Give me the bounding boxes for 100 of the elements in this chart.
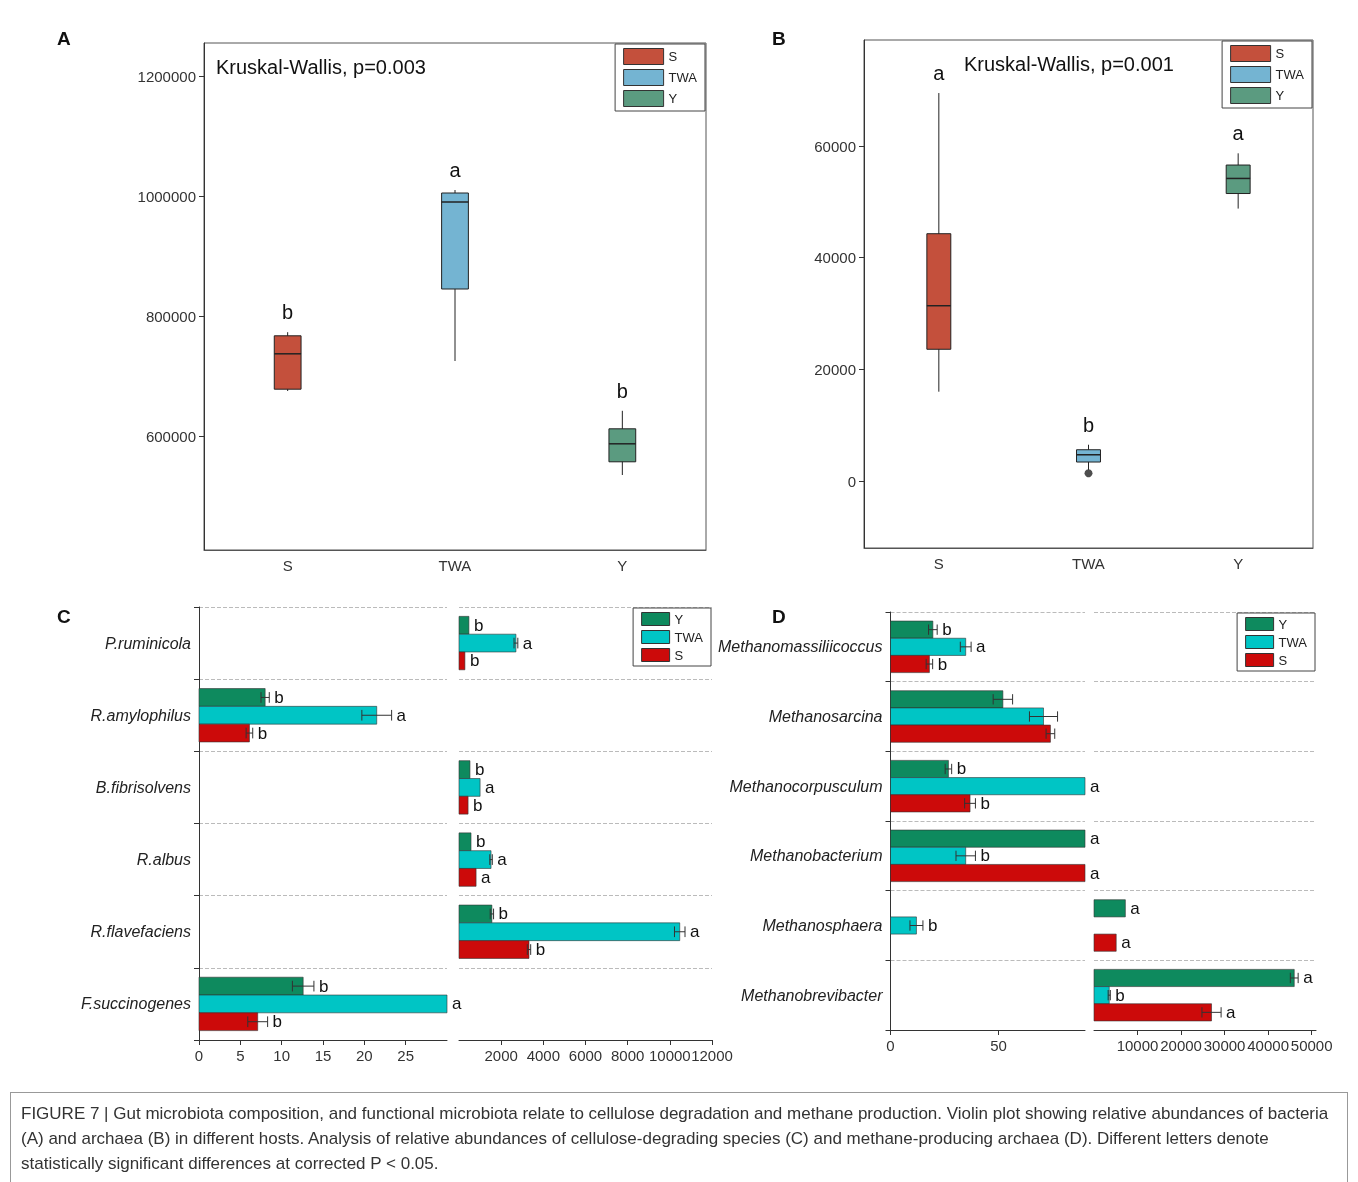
x-tick-label: 50000 (1290, 1037, 1333, 1054)
data-label: a (1090, 863, 1100, 883)
data-label: b (476, 832, 486, 852)
data-label: b (1115, 985, 1125, 1005)
annotation: a (933, 62, 946, 85)
data-label: a (1090, 829, 1100, 849)
x-tick-label: S (282, 557, 293, 574)
y-tick-label: Methanobrevibacter (741, 986, 884, 1004)
legend-label: TWA (1278, 634, 1308, 650)
legend-label: TWA (674, 629, 704, 645)
bar (1093, 899, 1126, 918)
y-tick-label: 1200000 (137, 67, 196, 85)
x-tick-label: Y (1233, 555, 1244, 572)
y-tick-label: B.fibrisolvens (95, 778, 191, 796)
data-label: b (257, 723, 268, 743)
x-tick-label: Y (617, 557, 628, 574)
data-label: b (272, 1012, 283, 1032)
x-tick-label: 6000 (568, 1047, 603, 1064)
annotation: a (1232, 122, 1245, 145)
legend-label: Y (668, 91, 678, 106)
y-tick-label: Methanosarcina (768, 708, 883, 725)
x-tick-label: 4000 (526, 1047, 561, 1064)
y-tick-label: Methanobacterium (749, 847, 883, 865)
y-tick-label: P.ruminicola (105, 634, 192, 652)
bar (1093, 933, 1117, 952)
x-tick-label: 15 (314, 1047, 332, 1064)
x-tick-label: 20 (355, 1047, 373, 1064)
legend-label: Y (674, 611, 684, 627)
data-label: a (1226, 1002, 1237, 1022)
x-tick-label: 40000 (1247, 1037, 1289, 1054)
data-label: a (396, 705, 407, 725)
legend-label: S (668, 49, 678, 64)
legend-label: S (1275, 46, 1285, 61)
legend-label: Y (1275, 88, 1285, 103)
data-label: b (498, 904, 509, 924)
y-tick-label: 0 (847, 472, 856, 490)
annotation: a (449, 159, 462, 181)
chart-title: D (772, 606, 786, 627)
data-label: b (469, 651, 480, 671)
x-tick-label: 10 (273, 1047, 291, 1064)
y-tick-label: 60000 (814, 137, 856, 155)
chart-title: A (57, 28, 71, 49)
y-tick-label: 40000 (814, 249, 856, 267)
y-tick-label: Methanomassiliicoccus (717, 638, 883, 656)
y-tick-label: Methanosphaera (762, 917, 883, 934)
data-label: b (473, 615, 484, 635)
annotation: b (1082, 413, 1095, 436)
y-tick-label: R.flavefaciens (90, 923, 191, 941)
data-label: b (318, 976, 329, 996)
data-label: a (485, 777, 496, 797)
y-tick-label: 800000 (145, 307, 196, 325)
x-tick-label: S (933, 555, 944, 572)
annotation: b (282, 301, 294, 324)
x-tick-label: 0 (886, 1037, 895, 1054)
y-tick-label: 1000000 (137, 187, 196, 205)
data-label: a (1130, 898, 1141, 918)
legend-label: Y (1278, 616, 1288, 632)
y-tick-label: F.succinogenes (81, 995, 191, 1013)
annotation: Kruskal-Wallis, p=0.001 (964, 53, 1174, 75)
x-tick-label: 12000 (691, 1047, 733, 1064)
data-label: b (274, 687, 284, 707)
annotation: Kruskal-Wallis, p=0.003 (216, 56, 426, 78)
data-label: a (1303, 968, 1314, 988)
y-tick-label: R.amylophilus (90, 706, 191, 724)
data-label: b (956, 759, 967, 779)
data-label: a (976, 637, 987, 657)
data-label: a (690, 922, 701, 942)
x-tick-label: 25 (397, 1047, 415, 1064)
legend-label: S (1278, 652, 1288, 668)
data-label: b (942, 620, 952, 640)
data-label: a (497, 850, 508, 870)
data-label: b (937, 654, 948, 674)
x-tick-label: 20000 (1160, 1037, 1202, 1054)
chart-title: C (57, 606, 71, 627)
x-tick-label: 50 (990, 1037, 1007, 1054)
data-label: a (522, 633, 533, 653)
data-label: a (1121, 933, 1132, 953)
data-label: b (980, 846, 990, 866)
caption: FIGURE 7 | Gut microbiota composition, and functional microbiota relate to cellulose degradation and methane production. Violin plot showing relative abundances of bacteria (A) and archaea (B) in different hosts. Analysis of relative abundances of cellulose-degrading species (C) and methane-producing archaea (D). Different letters denote statistically significant differences at corrected P < 0.05. (21, 1103, 1330, 1175)
x-tick-label: 10000 (1116, 1037, 1159, 1054)
data-label: a (452, 994, 462, 1014)
data-label: b (474, 760, 485, 780)
y-tick-label: Methanocorpusculum (729, 777, 883, 795)
y-tick-label: R.albus (136, 851, 191, 869)
annotation: b (616, 379, 628, 402)
x-tick-label: TWA (1072, 555, 1105, 572)
data-label: b (473, 795, 483, 815)
data-label: b (980, 793, 990, 813)
x-tick-label: 30000 (1203, 1037, 1246, 1054)
legend-label: TWA (668, 70, 698, 85)
x-tick-label: 10000 (648, 1047, 691, 1064)
y-tick-label: 600000 (145, 427, 196, 445)
x-tick-label: 5 (236, 1047, 245, 1064)
chart-title: B (772, 28, 786, 49)
legend-label: S (674, 647, 684, 663)
data-label: a (481, 867, 492, 887)
x-tick-label: 8000 (610, 1047, 645, 1064)
data-label: b (535, 940, 546, 960)
y-tick-label: 20000 (814, 360, 856, 378)
data-label: b (927, 916, 938, 935)
